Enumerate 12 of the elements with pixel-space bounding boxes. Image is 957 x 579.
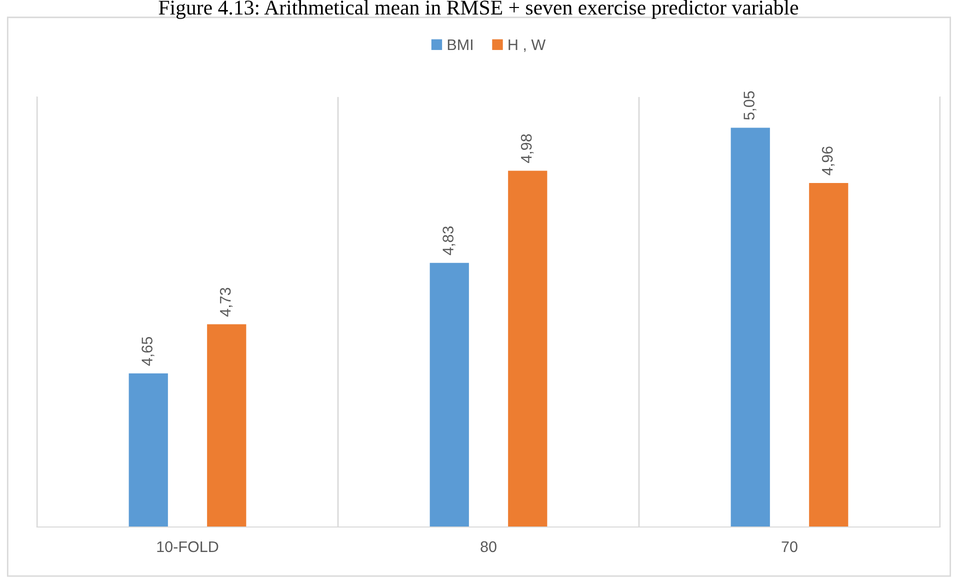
data-label: 4,65 [142, 336, 154, 366]
data-label: 4,98 [520, 134, 534, 163]
data-label: 4,96 [822, 146, 835, 176]
data-label: 4,73 [220, 288, 233, 317]
chart-title: Figure 4.13: Arithmetical mean in RMSE + seven exercise predictor variable [158, 0, 798, 19]
x-tick-label: 70 [782, 541, 798, 552]
data-label: 4,83 [442, 226, 456, 256]
legend-label: H , W [508, 39, 546, 52]
x-tick-label: 80 [480, 541, 496, 552]
data-label: 5,05 [744, 91, 756, 120]
x-tick-label: 10-FOLD [157, 541, 218, 552]
legend-label: BMI [448, 39, 472, 50]
